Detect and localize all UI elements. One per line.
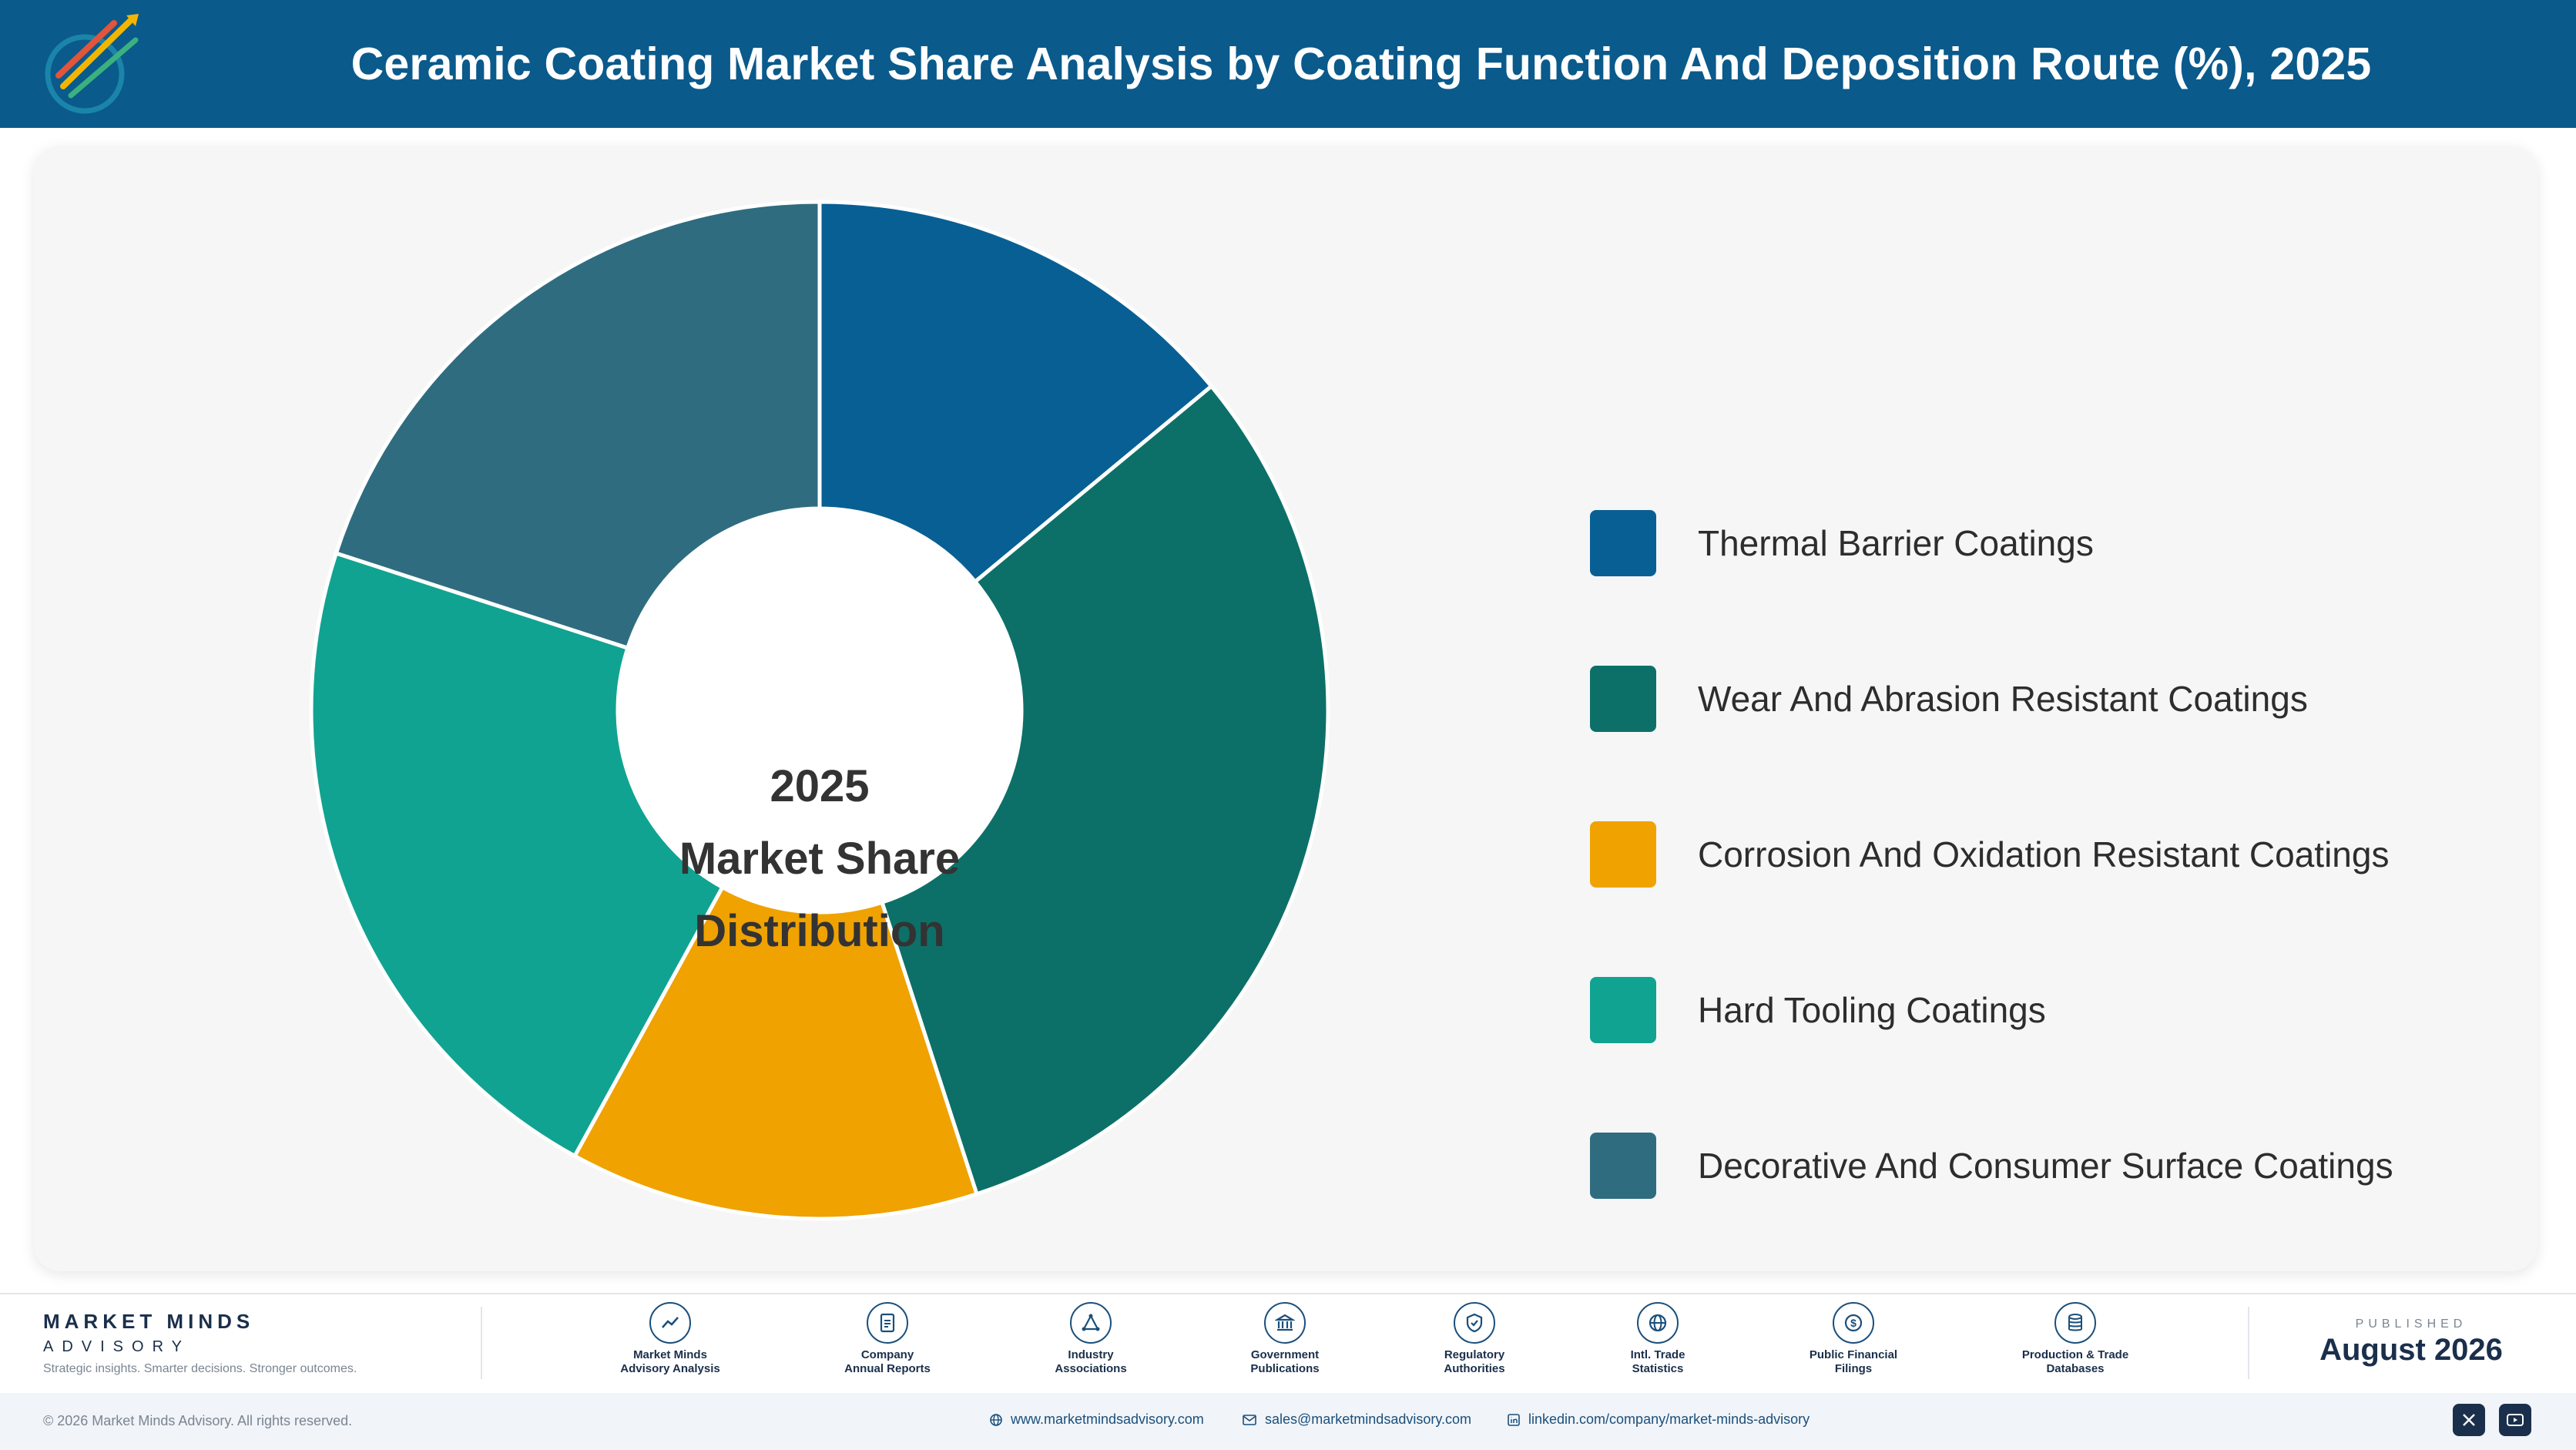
source-item: Government Publications [1208, 1302, 1362, 1376]
dollar-icon: $ [1833, 1302, 1874, 1344]
legend-item: Decorative And Consumer Surface Coatings [1590, 1133, 2393, 1199]
mail-icon [1243, 1414, 1256, 1425]
x-social-button[interactable] [2453, 1404, 2485, 1436]
source-item: Company Annual Reports [810, 1302, 964, 1376]
website-link[interactable]: www.marketmindsadvisory.com [989, 1411, 1204, 1428]
legend-label: Corrosion And Oxidation Resistant Coatin… [1698, 834, 2390, 874]
footer-divider [0, 1293, 2576, 1294]
source-item: Intl. Trade Statistics [1581, 1302, 1735, 1376]
email-text: sales@marketmindsadvisory.com [1265, 1411, 1472, 1427]
database-icon [2054, 1302, 2096, 1344]
source-label: Government Publications [1250, 1348, 1320, 1375]
legend-label: Thermal Barrier Coatings [1698, 523, 2094, 563]
document-icon [867, 1302, 908, 1344]
svg-text:$: $ [1850, 1317, 1857, 1329]
market-minds-logo [45, 14, 139, 114]
bottom-bar [0, 1393, 2576, 1450]
youtube-social-button[interactable] [2499, 1404, 2531, 1436]
youtube-icon [2507, 1414, 2524, 1426]
trend-icon [649, 1302, 691, 1344]
network-icon [1070, 1302, 1112, 1344]
legend-label: Decorative And Consumer Surface Coatings [1698, 1146, 2393, 1186]
globe-icon [1637, 1302, 1679, 1344]
source-label: Industry Associations [1055, 1348, 1127, 1375]
source-item: Production & Trade Databases [1998, 1302, 2152, 1376]
legend-swatch [1590, 977, 1656, 1043]
published-label: PUBLISHED [2355, 1317, 2467, 1331]
legend-label: Hard Tooling Coatings [1698, 990, 2046, 1030]
brand-subtitle: ADVISORY [43, 1338, 190, 1355]
center-label-line3: Distribution [694, 906, 945, 956]
source-label: Intl. Trade Statistics [1630, 1348, 1685, 1375]
source-item: Industry Associations [1014, 1302, 1168, 1376]
legend-swatch [1590, 666, 1656, 732]
source-label: Regulatory Authorities [1444, 1348, 1505, 1375]
email-link[interactable]: sales@marketmindsadvisory.com [1242, 1411, 1471, 1428]
donut-center-label: 2025 Market Share Distribution [635, 682, 1005, 1036]
chart-legend: Thermal Barrier Coatings Wear And Abrasi… [1590, 510, 2393, 1288]
legend-label: Wear And Abrasion Resistant Coatings [1698, 679, 2308, 719]
brand-tagline: Strategic insights. Smarter decisions. S… [43, 1362, 357, 1375]
x-icon [2463, 1414, 2475, 1426]
legend-item: Corrosion And Oxidation Resistant Coatin… [1590, 821, 2393, 888]
legend-item: Hard Tooling Coatings [1590, 977, 2393, 1043]
linkedin-link[interactable]: linkedin.com/company/market-minds-adviso… [1507, 1411, 1810, 1428]
legend-item: Thermal Barrier Coatings [1590, 510, 2393, 576]
donut-chart [309, 200, 1330, 1221]
center-label-year: 2025 [770, 761, 870, 811]
published-date: August 2026 [2319, 1333, 2503, 1367]
source-label: Production & Trade Databases [2021, 1348, 2129, 1375]
source-item: Regulatory Authorities [1397, 1302, 1551, 1376]
source-label: Company Annual Reports [844, 1348, 931, 1375]
legend-swatch [1590, 510, 1656, 576]
linkedin-icon [1508, 1413, 1520, 1426]
page-title: Ceramic Coating Market Share Analysis by… [351, 39, 2372, 89]
source-list: Market Minds Advisory Analysis Company A… [539, 1302, 2128, 1387]
legend-item: Wear And Abrasion Resistant Coatings [1590, 666, 2393, 732]
shield-icon [1454, 1302, 1495, 1344]
globe-icon [990, 1413, 1002, 1426]
footer-separator [2248, 1307, 2249, 1379]
government-icon [1264, 1302, 1306, 1344]
source-item: Market Minds Advisory Analysis [593, 1302, 747, 1376]
copyright-text: © 2026 Market Minds Advisory. All rights… [43, 1413, 353, 1428]
footer-separator [481, 1307, 482, 1379]
linkedin-text: linkedin.com/company/market-minds-adviso… [1528, 1411, 1810, 1427]
chart-card: 2025 Market Share Distribution Thermal B… [34, 146, 2537, 1271]
source-item: $ Public Financial Filings [1776, 1302, 1930, 1376]
center-label-line2: Market Share [679, 834, 961, 884]
header-bar: Ceramic Coating Market Share Analysis by… [0, 0, 2576, 128]
website-text: www.marketmindsadvisory.com [1011, 1411, 1204, 1427]
legend-swatch [1590, 821, 1656, 888]
source-label: Public Financial Filings [1809, 1348, 1898, 1375]
brand-name: MARKET MINDS [43, 1310, 255, 1333]
source-label: Market Minds Advisory Analysis [620, 1348, 720, 1375]
donut-hole [618, 509, 1021, 912]
legend-swatch [1590, 1133, 1656, 1199]
